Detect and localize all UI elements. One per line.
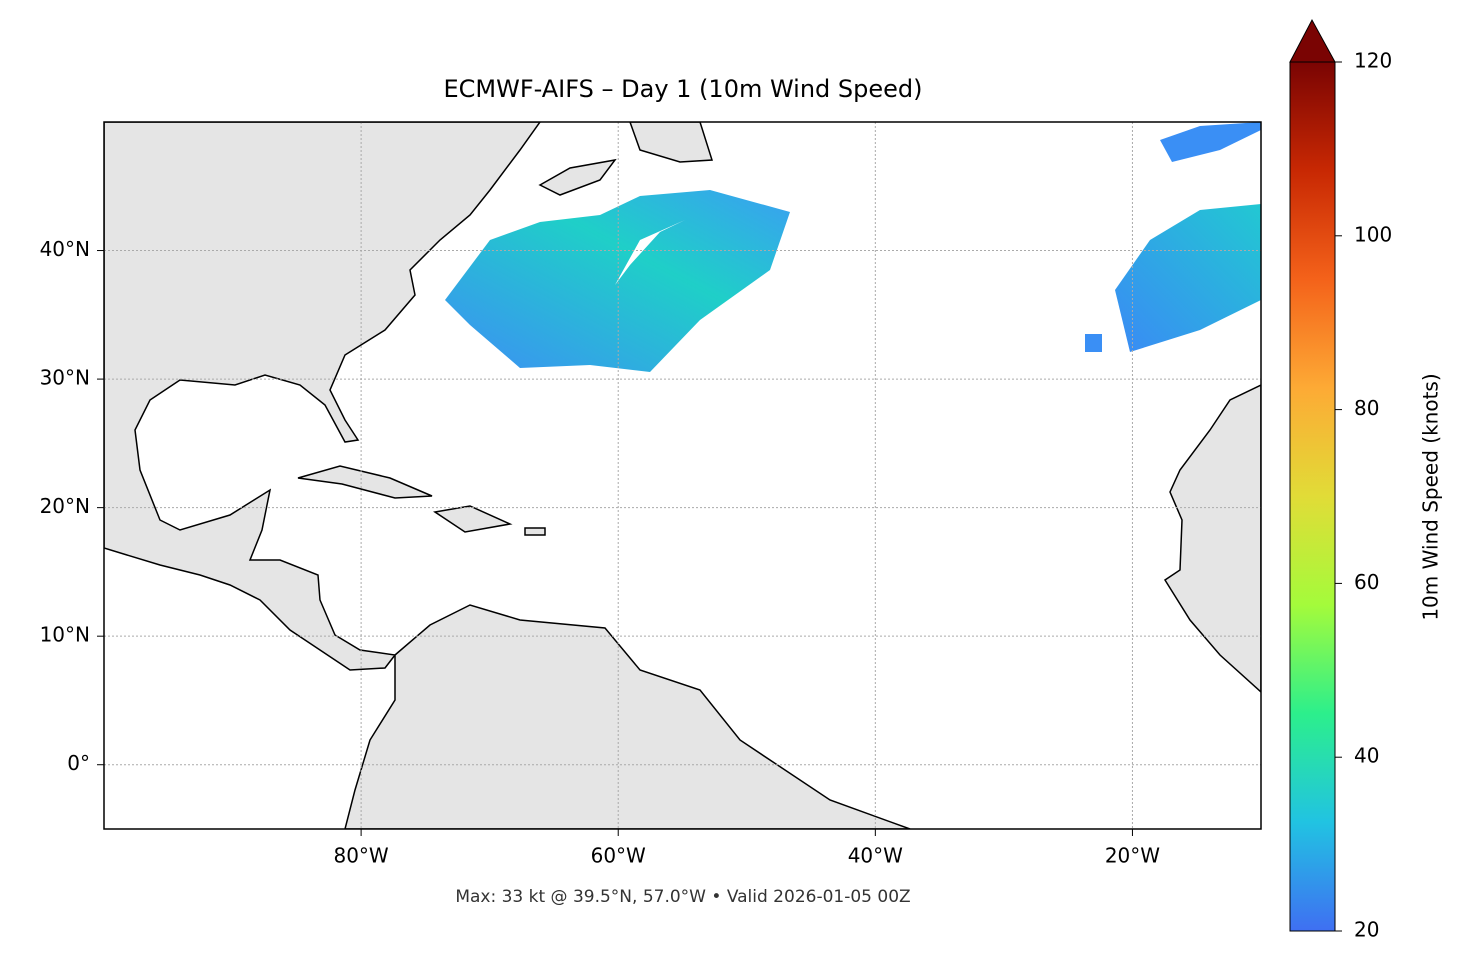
colorbar xyxy=(1289,61,1336,932)
cuba xyxy=(297,465,433,499)
wind-patch xyxy=(1085,334,1102,352)
wind-patch xyxy=(1115,204,1261,352)
y-tick-label: 10°N xyxy=(40,623,90,647)
wind-patch xyxy=(1160,122,1261,162)
y-tick-label: 0° xyxy=(67,751,90,775)
map-title: ECMWF-AIFS – Day 1 (10m Wind Speed) xyxy=(443,75,922,103)
colorbar-tick-label: 120 xyxy=(1354,49,1392,73)
puerto-rico xyxy=(524,527,546,536)
map-frame xyxy=(103,121,1262,830)
colorbar-label: 10m Wind Speed (knots) xyxy=(1419,373,1443,620)
nova-scotia xyxy=(538,158,617,196)
south-america xyxy=(344,604,911,829)
annotation: Max: 33 kt @ 39.5°N, 57.0°W • Valid 2026… xyxy=(455,887,910,907)
colorbar-tick-label: 80 xyxy=(1354,396,1379,420)
map-area xyxy=(104,122,1261,829)
colorbar-tick-label: 60 xyxy=(1354,570,1379,594)
y-tick-label: 20°N xyxy=(40,494,90,518)
north-central-america xyxy=(104,122,541,671)
colorbar-tick-label: 100 xyxy=(1354,222,1392,246)
hispaniola xyxy=(433,505,513,533)
africa xyxy=(1163,384,1261,694)
x-tick-label: 80°W xyxy=(333,844,388,868)
colorbar-tick-label: 40 xyxy=(1354,744,1379,768)
grid xyxy=(104,122,1261,829)
newfoundland xyxy=(629,122,714,163)
colorbar-extend xyxy=(1289,18,1336,63)
x-tick-label: 60°W xyxy=(591,844,646,868)
y-tick-label: 40°N xyxy=(40,237,90,261)
x-tick-label: 20°W xyxy=(1105,844,1160,868)
colorbar-tick-label: 20 xyxy=(1354,918,1379,942)
x-tick-label: 40°W xyxy=(848,844,903,868)
y-tick-label: 30°N xyxy=(40,366,90,390)
